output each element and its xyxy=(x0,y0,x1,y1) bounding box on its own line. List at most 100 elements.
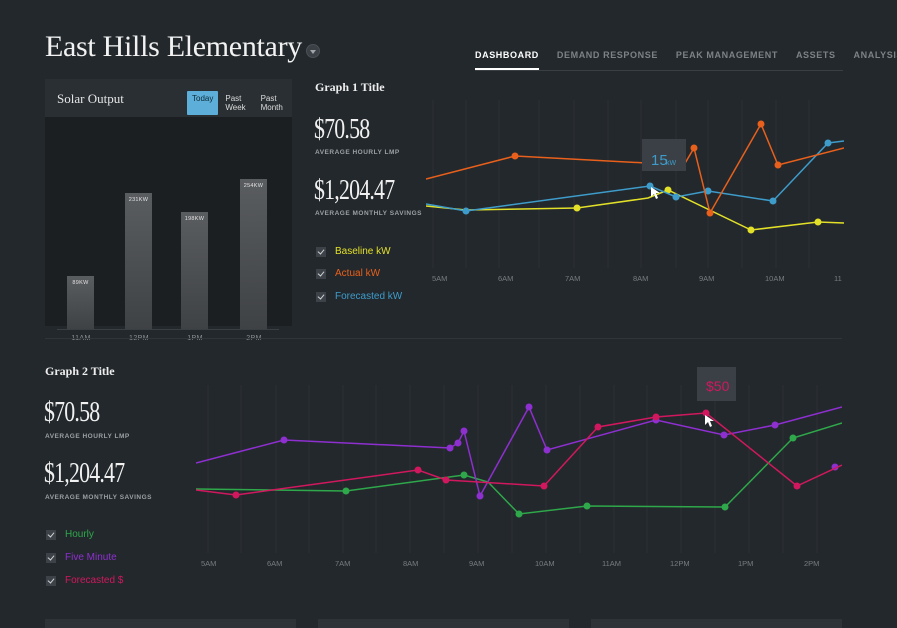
graph2-x-tick: 6AM xyxy=(267,559,282,568)
solar-bar[interactable] xyxy=(240,179,267,329)
forecasted-dollar-points xyxy=(232,409,801,499)
legend-actual-kw[interactable]: Actual kW xyxy=(316,268,380,279)
solar-title: Solar Output xyxy=(57,91,124,106)
graph2-x-tick: 5AM xyxy=(201,559,216,568)
solar-range-tabs: Today Past Week Past Month xyxy=(187,91,292,115)
graph2-hourly-lmp-label: AVERAGE HOURLY LMP xyxy=(45,433,130,440)
graph1-monthly-savings-value: $1,204.47 xyxy=(314,175,395,206)
graph1-tooltip-unit: kW xyxy=(666,160,677,167)
pointer-cursor-icon xyxy=(705,415,714,427)
legend-forecasted-kw[interactable]: Forecasted kW xyxy=(316,291,402,302)
checkbox-icon[interactable] xyxy=(46,552,56,563)
forecast-points xyxy=(462,139,832,215)
bottom-panel xyxy=(318,619,569,628)
nav-divider xyxy=(475,70,843,71)
solar-bar-value: 198KW xyxy=(184,216,205,223)
graph2-x-tick: 2PM xyxy=(804,559,819,568)
solar-bar-chart: 89KW 231KW 198KW 254KW 11AM 12PM 1PM 2PM xyxy=(45,117,292,342)
graph1-x-axis: 5AM 6AM 7AM 8AM 9AM 10AM 11 xyxy=(432,274,842,283)
tab-assets[interactable]: ASSETS xyxy=(795,50,836,60)
legend-baseline-kw[interactable]: Baseline kW xyxy=(316,246,391,257)
series-forecasted-dollar xyxy=(196,412,842,496)
solar-bar-value: 254KW xyxy=(243,183,264,189)
five-minute-points xyxy=(280,403,839,500)
solar-bar[interactable] xyxy=(67,276,94,329)
graph2-monthly-savings-label: AVERAGE MONTHLY SAVINGS xyxy=(45,494,152,501)
checkbox-icon[interactable] xyxy=(46,575,56,586)
hourly-points xyxy=(342,434,797,518)
graph1-tooltip-value: 15 xyxy=(651,152,668,169)
graph2-x-tick: 1PM xyxy=(738,559,753,568)
bottom-panels xyxy=(45,619,842,628)
legend-hourly[interactable]: Hourly xyxy=(46,529,94,540)
solar-bar[interactable] xyxy=(181,212,208,329)
legend-forecasted-dollar[interactable]: Forecasted $ xyxy=(46,575,123,586)
graph2-monthly-savings-value: $1,204.47 xyxy=(44,458,125,489)
series-five-minute xyxy=(196,405,842,499)
solar-tab-today[interactable]: Today xyxy=(187,91,219,115)
graph1-gridlines xyxy=(432,100,810,268)
legend-five-minute[interactable]: Five Minute xyxy=(46,552,117,563)
legend-label: Five Minute xyxy=(65,552,117,563)
graph2-hourly-lmp-value: $70.58 xyxy=(44,397,100,428)
graph2-x-tick: 10AM xyxy=(535,559,555,568)
checkbox-icon[interactable] xyxy=(316,268,326,279)
solar-panel-header: Solar Output Today Past Week Past Month xyxy=(45,79,292,117)
school-dropdown-icon[interactable] xyxy=(306,44,320,58)
series-forecasted-kw xyxy=(426,140,844,212)
bar-baseline xyxy=(57,329,279,330)
solar-bar-value: 231KW xyxy=(128,196,149,203)
legend-label: Actual kW xyxy=(335,268,381,279)
graph2-x-tick: 12PM xyxy=(670,559,690,568)
graph1-line-chart: 15 kW 5AM 6AM 7AM 8AM 9AM 10AM 11 xyxy=(426,100,844,283)
graph1-hourly-lmp-label: AVERAGE HOURLY LMP xyxy=(315,149,400,156)
legend-label: Forecasted kW xyxy=(335,291,403,302)
series-actual-kw xyxy=(426,122,844,215)
checkbox-icon[interactable] xyxy=(316,246,326,257)
series-hourly xyxy=(196,422,842,515)
checkbox-icon[interactable] xyxy=(46,529,56,540)
graph2-title: Graph 2 Title xyxy=(45,364,115,378)
graph1-x-tick: 6AM xyxy=(498,274,513,283)
graph2-gridlines xyxy=(207,385,818,553)
legend-label: Forecasted $ xyxy=(65,575,124,586)
graph1-x-tick: 8AM xyxy=(633,274,648,283)
solar-output-panel: Solar Output Today Past Week Past Month … xyxy=(45,79,292,342)
actual-points xyxy=(511,120,782,217)
section-divider xyxy=(45,338,842,339)
graph2-tooltip-value: $50 xyxy=(706,378,730,394)
pointer-cursor-icon xyxy=(651,187,660,199)
graph1-hourly-lmp-value: $70.58 xyxy=(314,114,370,145)
graph1-x-tick: 11 xyxy=(834,274,842,283)
legend-label: Baseline kW xyxy=(335,246,391,257)
graph2-x-tick: 11AM xyxy=(602,559,621,568)
school-title: East Hills Elementary xyxy=(45,30,302,63)
graph2-x-tick: 8AM xyxy=(403,559,418,568)
graph2-x-axis: 5AM 6AM 7AM 8AM 9AM 10AM 11AM 12PM 1PM 2… xyxy=(201,559,819,568)
series-baseline-kw xyxy=(426,189,844,231)
checkbox-icon[interactable] xyxy=(316,291,326,302)
solar-bar[interactable] xyxy=(125,192,152,329)
legend-label: Hourly xyxy=(65,529,94,540)
baseline-points xyxy=(573,186,822,234)
bottom-panel xyxy=(591,619,842,628)
header: East Hills Elementary DASHBOARD DEMAND R… xyxy=(0,0,897,78)
bottom-panel xyxy=(45,619,296,628)
tab-peak-management[interactable]: PEAK MANAGEMENT xyxy=(675,50,778,60)
solar-bar-value: 89KW xyxy=(72,280,89,287)
graph1-title: Graph 1 Title xyxy=(315,80,385,94)
solar-tab-past-week[interactable]: Past Week xyxy=(225,94,246,112)
tab-dashboard[interactable]: DASHBOARD xyxy=(475,50,539,70)
tab-demand-response[interactable]: DEMAND RESPONSE xyxy=(556,50,658,60)
graph1-monthly-savings-label: AVERAGE MONTHLY SAVINGS xyxy=(315,210,422,217)
solar-tab-past-month[interactable]: Past Month xyxy=(260,94,283,112)
graph1-tooltip xyxy=(642,139,686,171)
graph2-x-tick: 7AM xyxy=(335,559,350,568)
graph1-x-tick: 10AM xyxy=(765,274,785,283)
graph1-x-tick: 5AM xyxy=(432,274,447,283)
graph2-x-tick: 9AM xyxy=(469,559,484,568)
graph2-tooltip xyxy=(697,367,736,401)
graph1-x-tick: 9AM xyxy=(699,274,714,283)
main-nav: DASHBOARD DEMAND RESPONSE PEAK MANAGEMEN… xyxy=(475,50,897,70)
